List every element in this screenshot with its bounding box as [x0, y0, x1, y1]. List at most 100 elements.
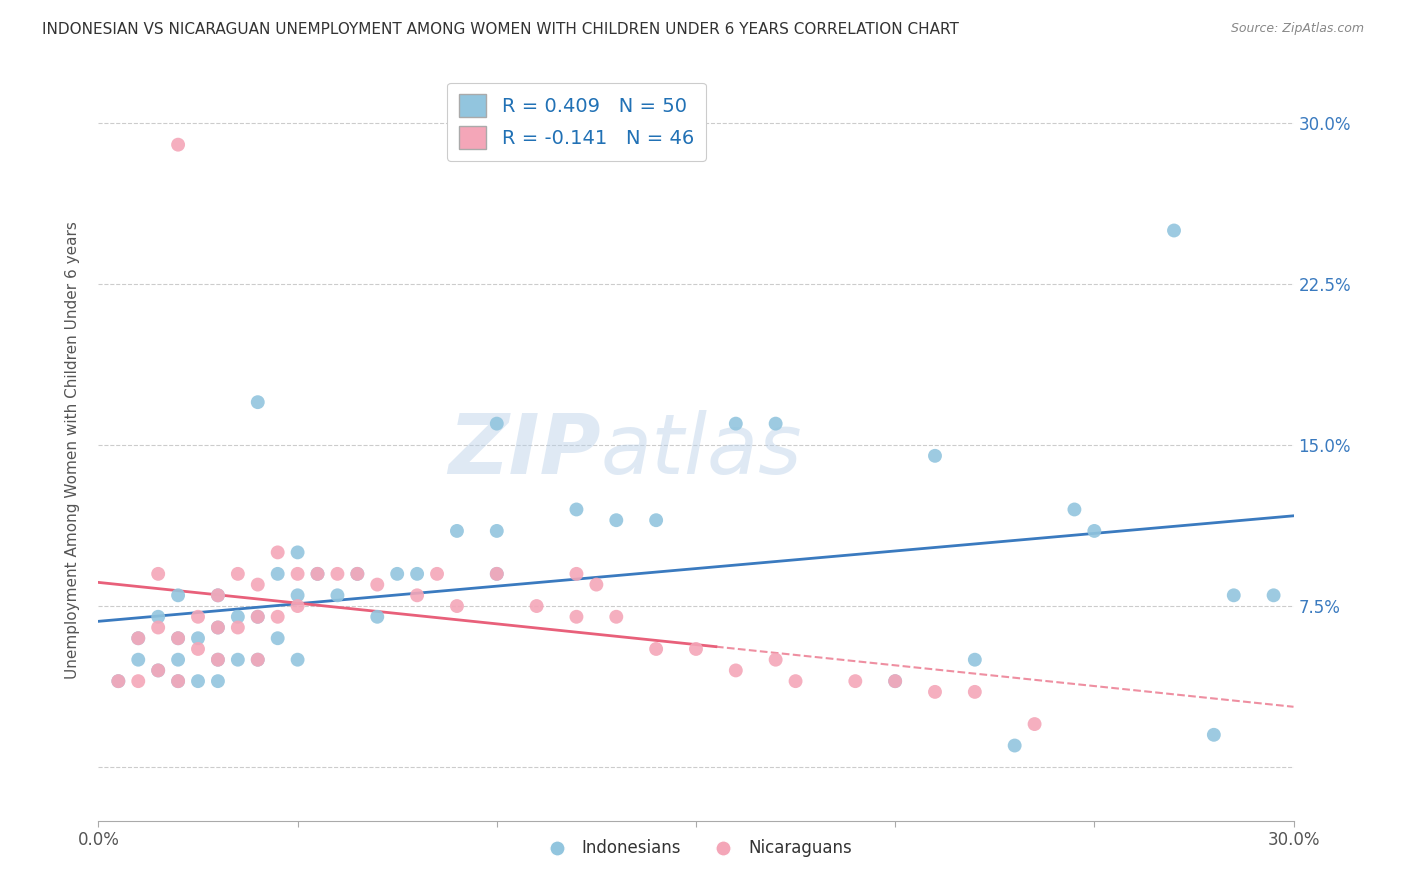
Point	[724, 417, 747, 431]
Point	[187, 632, 209, 646]
Point	[107, 674, 129, 689]
Point	[1223, 588, 1246, 602]
Point	[565, 502, 588, 516]
Point	[107, 674, 129, 689]
Point	[307, 566, 329, 581]
Point	[267, 609, 290, 624]
Point	[246, 609, 269, 624]
Point	[307, 566, 329, 581]
Point	[148, 664, 170, 678]
Point	[148, 620, 170, 634]
Point	[765, 417, 787, 431]
Point	[765, 653, 787, 667]
Point	[148, 609, 170, 624]
Point	[1004, 739, 1026, 753]
Point	[963, 685, 986, 699]
Point	[605, 513, 627, 527]
Point	[1202, 728, 1225, 742]
Point	[207, 588, 229, 602]
Point	[148, 664, 170, 678]
Point	[167, 632, 190, 646]
Point	[226, 653, 249, 667]
Point	[187, 674, 209, 689]
Point	[446, 524, 468, 538]
Point	[127, 632, 149, 646]
Point	[167, 588, 190, 602]
Point	[724, 664, 747, 678]
Text: ZIP: ZIP	[447, 410, 600, 491]
Point	[167, 653, 190, 667]
Point	[207, 588, 229, 602]
Point	[565, 609, 588, 624]
Point	[127, 653, 149, 667]
Point	[924, 685, 946, 699]
Point	[287, 588, 309, 602]
Point	[526, 599, 548, 613]
Point	[167, 137, 190, 152]
Point	[884, 674, 907, 689]
Point	[346, 566, 368, 581]
Point	[485, 524, 508, 538]
Point	[226, 620, 249, 634]
Point	[605, 609, 627, 624]
Point	[785, 674, 807, 689]
Point	[226, 566, 249, 581]
Point	[485, 566, 508, 581]
Point	[485, 417, 508, 431]
Text: INDONESIAN VS NICARAGUAN UNEMPLOYMENT AMONG WOMEN WITH CHILDREN UNDER 6 YEARS CO: INDONESIAN VS NICARAGUAN UNEMPLOYMENT AM…	[42, 22, 959, 37]
Point	[884, 674, 907, 689]
Point	[207, 674, 229, 689]
Point	[1163, 223, 1185, 237]
Point	[187, 642, 209, 657]
Point	[167, 674, 190, 689]
Point	[406, 588, 429, 602]
Point	[924, 449, 946, 463]
Point	[246, 653, 269, 667]
Point	[1063, 502, 1085, 516]
Point	[267, 632, 290, 646]
Point	[366, 609, 388, 624]
Point	[167, 674, 190, 689]
Point	[1083, 524, 1105, 538]
Point	[246, 609, 269, 624]
Point	[326, 566, 349, 581]
Point	[287, 599, 309, 613]
Point	[485, 566, 508, 581]
Point	[426, 566, 449, 581]
Point	[267, 545, 290, 559]
Point	[267, 566, 290, 581]
Point	[246, 395, 269, 409]
Point	[366, 577, 388, 591]
Point	[287, 566, 309, 581]
Point	[127, 674, 149, 689]
Point	[585, 577, 607, 591]
Point	[645, 642, 668, 657]
Point	[287, 545, 309, 559]
Point	[385, 566, 409, 581]
Point	[226, 609, 249, 624]
Point	[645, 513, 668, 527]
Point	[963, 653, 986, 667]
Point	[326, 588, 349, 602]
Point	[207, 653, 229, 667]
Point	[685, 642, 707, 657]
Point	[844, 674, 866, 689]
Point	[207, 620, 229, 634]
Legend: Indonesians, Nicaraguans: Indonesians, Nicaraguans	[533, 833, 859, 864]
Point	[148, 566, 170, 581]
Point	[446, 599, 468, 613]
Point	[246, 577, 269, 591]
Point	[187, 609, 209, 624]
Point	[565, 566, 588, 581]
Point	[1024, 717, 1046, 731]
Point	[207, 653, 229, 667]
Y-axis label: Unemployment Among Women with Children Under 6 years: Unemployment Among Women with Children U…	[65, 221, 80, 680]
Point	[406, 566, 429, 581]
Text: atlas: atlas	[600, 410, 801, 491]
Point	[246, 653, 269, 667]
Text: Source: ZipAtlas.com: Source: ZipAtlas.com	[1230, 22, 1364, 36]
Point	[167, 632, 190, 646]
Point	[346, 566, 368, 581]
Point	[1263, 588, 1285, 602]
Point	[127, 632, 149, 646]
